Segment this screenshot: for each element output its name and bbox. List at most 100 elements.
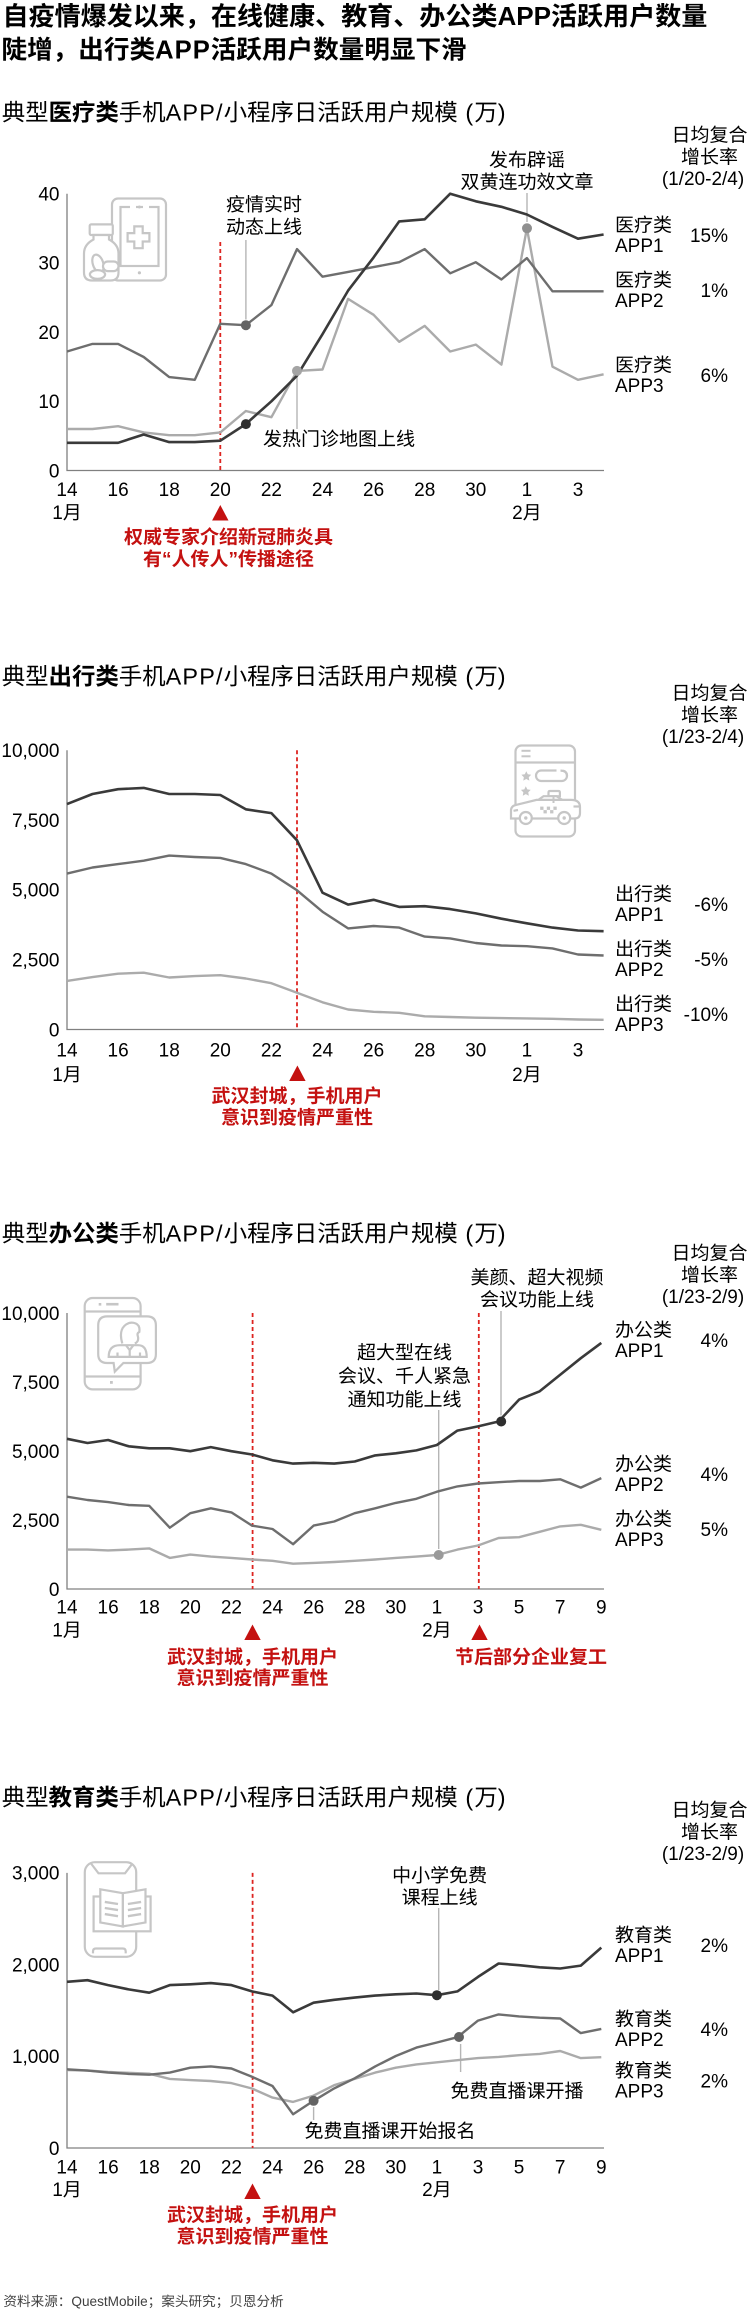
svg-text:7,500: 7,500 <box>12 811 60 832</box>
svg-text:”: ” <box>229 550 239 571</box>
svg-text:1: 1 <box>52 1621 63 1642</box>
svg-text:2: 2 <box>512 1065 523 1086</box>
svg-text:A: A <box>166 100 182 126</box>
svg-text:7: 7 <box>555 1598 566 1619</box>
svg-text:16: 16 <box>98 1598 119 1619</box>
svg-text:/: / <box>216 1221 223 1247</box>
svg-text:5%: 5% <box>701 1520 729 1541</box>
svg-text:24: 24 <box>312 1041 334 1062</box>
svg-text:30: 30 <box>465 1041 486 1062</box>
svg-text:A: A <box>166 1785 182 1811</box>
svg-text:7: 7 <box>555 2158 566 2179</box>
svg-text:-10%: -10% <box>684 1005 728 1026</box>
svg-text:18: 18 <box>139 1598 160 1619</box>
svg-text:APP2: APP2 <box>615 1475 664 1496</box>
svg-text:APP3: APP3 <box>615 2082 664 2103</box>
svg-text:0: 0 <box>49 2139 60 2160</box>
svg-text:3: 3 <box>473 1598 484 1619</box>
svg-text:28: 28 <box>414 1041 435 1062</box>
svg-text:1: 1 <box>52 2180 63 2201</box>
svg-text:-5%: -5% <box>694 950 728 971</box>
svg-text:14: 14 <box>56 2158 78 2179</box>
svg-text:P: P <box>182 100 198 126</box>
svg-text:/: / <box>216 100 223 126</box>
svg-text:14: 14 <box>56 480 78 501</box>
svg-text:22: 22 <box>221 1598 242 1619</box>
svg-text:P: P <box>199 664 215 690</box>
svg-text:APP3: APP3 <box>615 376 664 397</box>
svg-text:2: 2 <box>422 2180 433 2201</box>
svg-text:A: A <box>166 664 182 690</box>
svg-text:28: 28 <box>344 2158 365 2179</box>
svg-text:(1/23-2/9): (1/23-2/9) <box>662 1287 744 1308</box>
svg-text:24: 24 <box>312 480 334 501</box>
svg-text:0: 0 <box>49 1020 60 1041</box>
svg-text:P: P <box>175 36 192 64</box>
svg-text:20: 20 <box>38 323 59 344</box>
svg-text:2,500: 2,500 <box>12 1511 60 1532</box>
svg-text:APP1: APP1 <box>615 905 664 926</box>
svg-text:18: 18 <box>139 2158 160 2179</box>
svg-text:APP1: APP1 <box>615 236 664 257</box>
svg-text:10,000: 10,000 <box>1 741 59 762</box>
svg-text:APP: APP <box>498 1 552 31</box>
svg-text:(: ( <box>465 664 473 690</box>
svg-text:30: 30 <box>465 480 486 501</box>
svg-text:QuestMobile: QuestMobile <box>71 2294 147 2309</box>
svg-text:4%: 4% <box>701 1331 729 1352</box>
svg-text:): ) <box>498 1785 506 1811</box>
svg-text:4%: 4% <box>701 1465 729 1486</box>
svg-text:28: 28 <box>414 480 435 501</box>
svg-text:(1/20-2/4): (1/20-2/4) <box>662 169 744 190</box>
svg-text:22: 22 <box>261 1041 282 1062</box>
svg-text:22: 22 <box>221 2158 242 2179</box>
svg-text:1: 1 <box>52 503 63 524</box>
svg-text:3: 3 <box>573 480 584 501</box>
svg-text:APP3: APP3 <box>615 1530 664 1551</box>
svg-text:5,000: 5,000 <box>12 881 60 902</box>
svg-text:14: 14 <box>56 1041 78 1062</box>
svg-text:20: 20 <box>180 1598 201 1619</box>
svg-text:APP2: APP2 <box>615 960 664 981</box>
svg-text:4%: 4% <box>701 2020 729 2041</box>
svg-text:A: A <box>166 1221 182 1247</box>
svg-text:2: 2 <box>422 1621 433 1642</box>
svg-text:P: P <box>182 664 198 690</box>
svg-text:20: 20 <box>210 480 231 501</box>
svg-text:0: 0 <box>49 1580 60 1601</box>
svg-text:9: 9 <box>596 2158 607 2179</box>
svg-text:2%: 2% <box>701 1936 729 1957</box>
svg-text:15%: 15% <box>690 226 728 247</box>
svg-text:7,500: 7,500 <box>12 1373 60 1394</box>
svg-text:P: P <box>199 1785 215 1811</box>
svg-text:1: 1 <box>522 1041 533 1062</box>
svg-text:3: 3 <box>473 2158 484 2179</box>
svg-text:26: 26 <box>303 1598 324 1619</box>
svg-text:(1/23-2/9): (1/23-2/9) <box>662 1844 744 1865</box>
svg-text:18: 18 <box>159 480 180 501</box>
svg-text:(1/23-2/4): (1/23-2/4) <box>662 727 744 748</box>
svg-text:APP2: APP2 <box>615 291 664 312</box>
svg-text:26: 26 <box>363 480 384 501</box>
svg-text:1%: 1% <box>701 281 729 302</box>
svg-text:1,000: 1,000 <box>12 2047 60 2068</box>
svg-text:P: P <box>182 1785 198 1811</box>
svg-text:(: ( <box>465 1221 473 1247</box>
svg-text:/: / <box>216 664 223 690</box>
svg-text:5: 5 <box>514 1598 525 1619</box>
svg-text:30: 30 <box>385 1598 406 1619</box>
svg-text:24: 24 <box>262 2158 284 2179</box>
svg-text:APP2: APP2 <box>615 2030 664 2051</box>
svg-text:APP1: APP1 <box>615 1341 664 1362</box>
svg-text:(: ( <box>465 100 473 126</box>
svg-text:“: “ <box>162 550 172 571</box>
svg-text:/: / <box>216 1785 223 1811</box>
svg-text:10: 10 <box>38 392 59 413</box>
svg-text:30: 30 <box>385 2158 406 2179</box>
svg-text:16: 16 <box>108 480 129 501</box>
svg-text:5: 5 <box>514 2158 525 2179</box>
svg-text:14: 14 <box>56 1598 78 1619</box>
svg-text:(: ( <box>465 1785 473 1811</box>
svg-text:): ) <box>498 100 506 126</box>
svg-text:2,500: 2,500 <box>12 951 60 972</box>
